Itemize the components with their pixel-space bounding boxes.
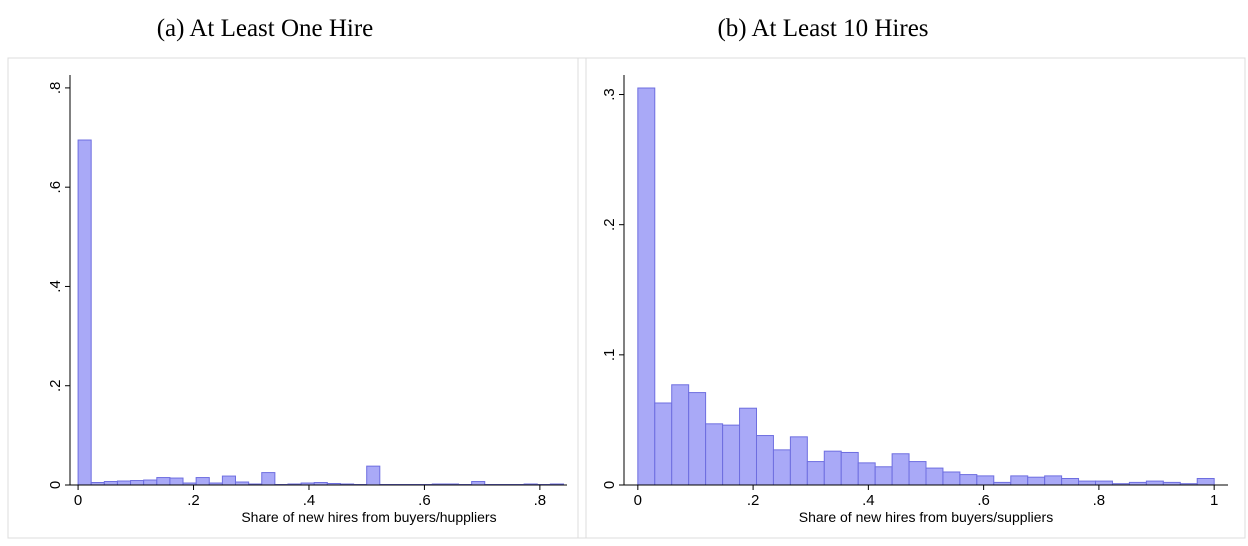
bar [705,423,724,486]
bar [116,480,132,486]
bar [1061,477,1080,486]
bar [471,481,486,486]
bar [1145,480,1164,486]
bar [891,453,910,486]
bar [221,475,236,486]
x-tick-label: .2 [747,492,760,509]
x-tick-label: .6 [418,492,431,509]
bar [976,475,995,486]
bar [959,474,978,486]
y-tick-label: .3 [601,88,618,101]
bar [195,477,210,486]
bar [1095,480,1113,486]
bar [1027,476,1046,486]
bar [755,435,774,486]
bar [637,87,656,486]
bar [1078,480,1097,486]
bar [103,481,118,486]
y-tick-label: .2 [47,379,64,392]
x-axis-label: Share of new hires from buyers/suppliers [799,509,1053,525]
x-tick-label: .4 [303,492,316,509]
bar [77,139,92,486]
bar [688,392,707,486]
bar [925,467,944,486]
y-tick-label: .4 [47,280,64,293]
bar [857,462,876,486]
panel-title: (a) At Least One Hire [157,15,374,42]
y-tick-label: .6 [47,181,64,194]
x-tick-label: .8 [534,492,547,509]
y-tick-label: .2 [601,218,618,231]
bar [942,471,961,486]
x-tick-label: 0 [74,492,82,509]
bar [874,466,893,486]
y-tick-label: 0 [47,481,64,489]
bar [772,449,791,486]
panel-title: (b) At Least 10 Hires [717,15,928,42]
y-tick-label: .1 [601,349,618,362]
x-tick-label: .8 [1093,492,1106,509]
bar [739,407,757,486]
bar [823,450,842,486]
x-tick-label: .6 [977,492,990,509]
x-tick-label: .2 [187,492,200,509]
x-tick-label: 0 [634,492,642,509]
panel-frame [577,57,1246,539]
y-tick-label: 0 [601,481,618,489]
bar [789,436,808,486]
bar [671,384,690,486]
bar [806,461,825,486]
bar [1010,475,1029,486]
bar [908,461,927,486]
bar [143,479,158,486]
bar [130,480,145,486]
x-tick-label: 1 [1210,492,1218,509]
bar [1196,477,1215,486]
bar [722,424,741,486]
bar [366,465,381,486]
bar [156,477,171,486]
y-tick-label: .8 [47,82,64,95]
bar [169,477,184,486]
bar [261,472,276,486]
bar [654,402,673,486]
panel-frame [7,57,587,539]
bar [840,451,859,486]
x-tick-label: .4 [862,492,875,509]
bar [1044,475,1063,486]
x-axis-label: Share of new hires from buyers/huppliers [241,509,496,525]
